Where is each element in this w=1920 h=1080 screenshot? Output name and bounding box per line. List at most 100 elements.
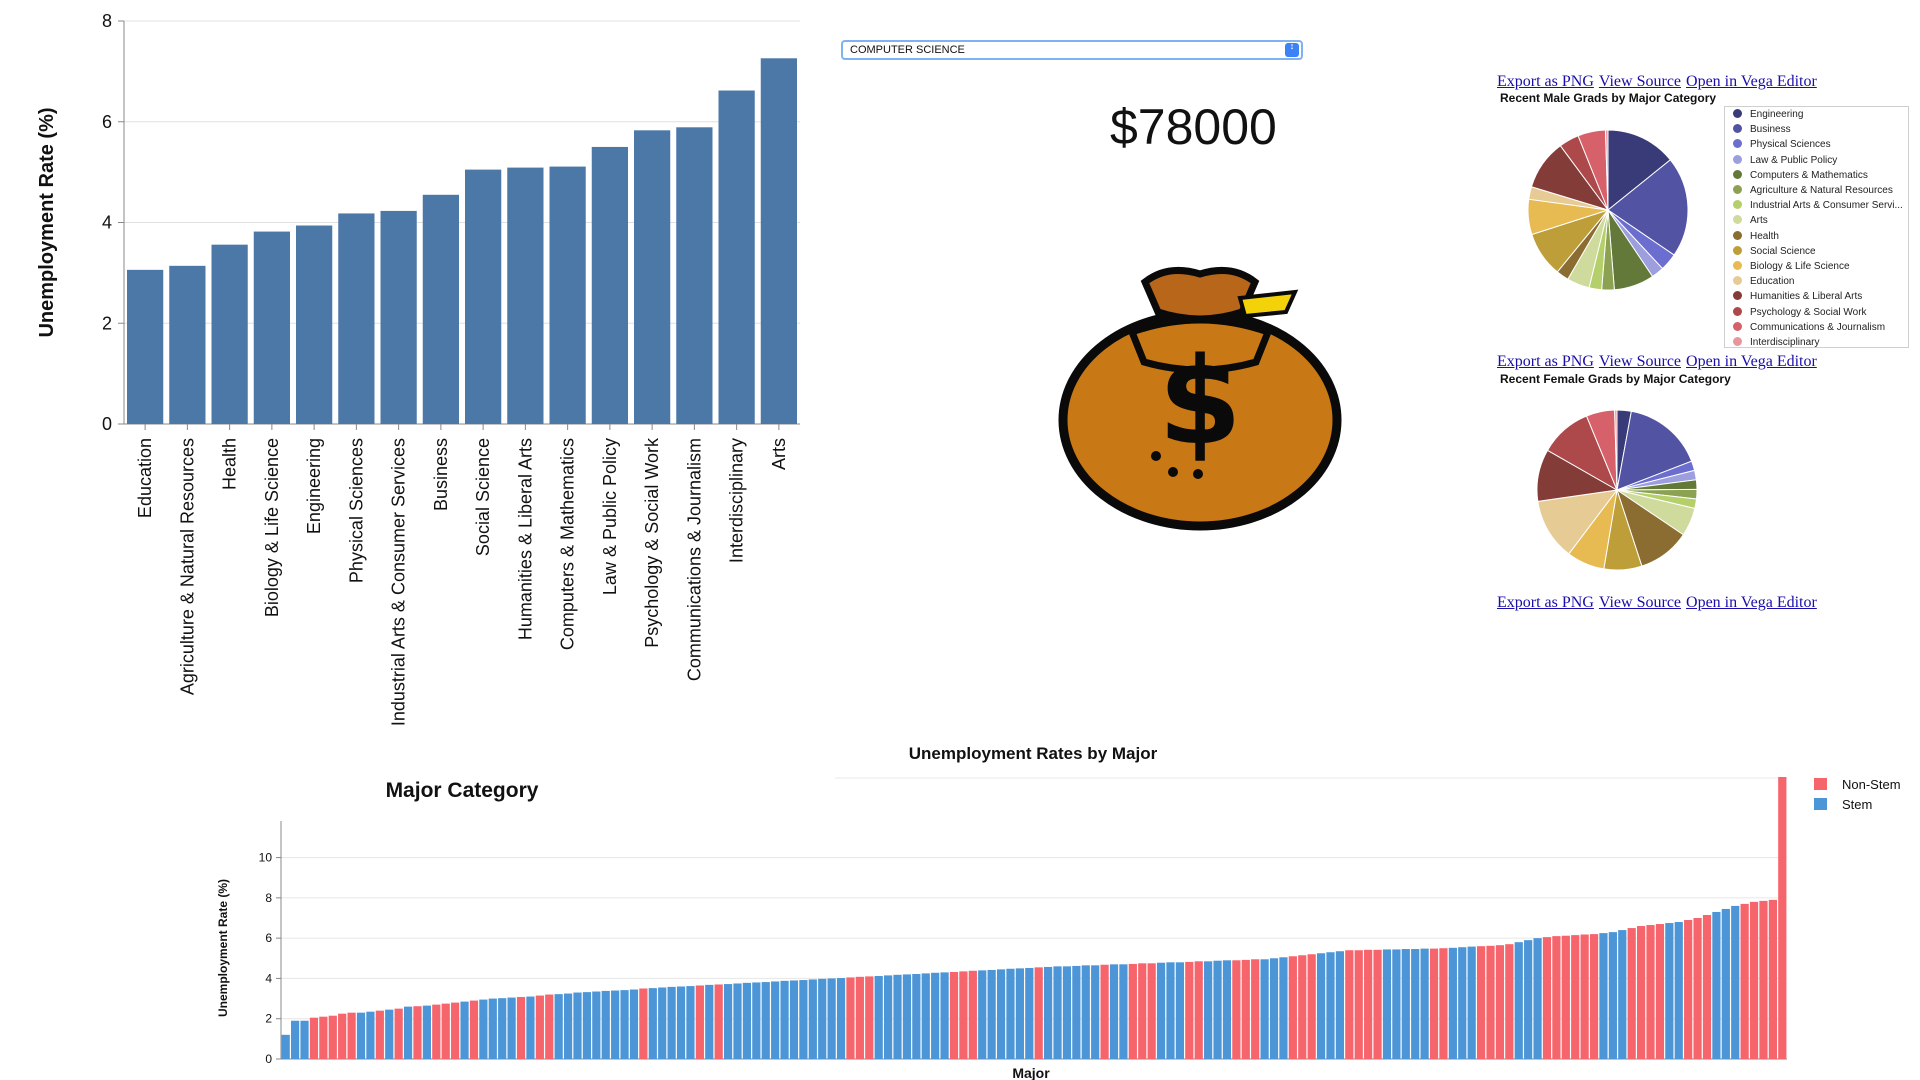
bar [658,987,667,1059]
legend-label: Stem [1842,797,1872,812]
export-png-link[interactable]: Export as PNG [1497,594,1594,611]
bar [723,984,733,1059]
bar [761,982,770,1059]
bar [1778,777,1787,1059]
bar [1364,949,1373,1059]
legend-dot-icon [1733,154,1742,164]
bar [1589,934,1599,1059]
bar [394,1008,403,1059]
export-png-link[interactable]: Export as PNG [1497,353,1594,370]
bar [1288,956,1297,1059]
bar [1702,914,1712,1059]
select-arrows-icon: ↕ [1285,42,1299,57]
bar [591,146,628,424]
y-tick-label: 6 [102,112,112,132]
bar [1269,958,1279,1059]
bar [676,986,686,1059]
bar [1637,926,1646,1059]
legend-item: Humanities & Liberal Arts [1733,291,1862,305]
legend-label: Industrial Arts & Consumer Servi... [1750,200,1903,212]
bar [347,1012,356,1059]
bar [865,976,874,1059]
x-tick-label: Law & Public Policy [600,438,620,595]
view-source-link[interactable]: View Source [1598,594,1682,611]
legend-item: Arts [1733,215,1768,229]
bar [1335,951,1345,1059]
bar [1495,945,1505,1059]
bar [686,986,695,1059]
bar [1307,954,1316,1059]
bar [742,982,752,1059]
svg-text:$: $ [1158,333,1242,472]
open-vega-editor-link[interactable]: Open in Vega Editor [1686,73,1817,90]
legend-label: Humanities & Liberal Arts [1750,291,1863,303]
export-png-link[interactable]: Export as PNG [1497,73,1594,90]
bar [1749,901,1759,1059]
legend-item: Law & Public Policy [1733,154,1838,169]
bar [554,994,563,1059]
y-tick-label: 0 [265,1052,272,1066]
view-source-link[interactable]: View Source [1598,73,1682,90]
x-axis-title: Major Category [386,779,539,802]
male-pie-chart [1528,130,1688,290]
legend-dot-icon [1733,291,1742,301]
bar [1175,962,1184,1059]
bar [639,988,648,1059]
bar [789,980,799,1059]
bar [996,969,1006,1059]
bar [1571,935,1580,1059]
bar [855,976,864,1059]
x-tick-label: Psychology & Social Work [642,437,662,648]
bar [808,979,817,1059]
legend-label: Social Science [1750,245,1816,257]
x-tick-label: Agriculture & Natural Resources [177,438,197,695]
x-tick-label: Engineering [304,438,324,534]
bar [385,1009,394,1059]
major-unemployment-chart: 0 2 4 6 8 10 Unemployment Rates by Major Unempl… [216,744,1901,1080]
legend-dot-icon [1733,306,1742,316]
bar [648,988,657,1059]
legend-item: Education [1733,276,1794,290]
legend-label: Health [1750,230,1779,242]
bar [563,993,573,1059]
bar [309,1017,319,1059]
bar [1081,965,1090,1059]
legend-dot-icon [1733,215,1742,225]
bar [1260,959,1269,1059]
bar [1684,920,1693,1059]
bar [1721,908,1730,1059]
y-axis-title: Unemployment Rate (%) [216,879,230,1017]
bar [1731,905,1740,1059]
legend-label: Biology & Life Science [1750,261,1850,272]
open-vega-editor-link[interactable]: Open in Vega Editor [1686,594,1817,611]
y-tick-label: 4 [265,971,272,985]
bar [507,167,544,424]
bar [1279,957,1288,1059]
x-tick-label: Arts [769,438,789,470]
bar [413,1006,422,1059]
bar [1458,947,1467,1059]
view-source-link[interactable]: View Source [1598,353,1682,370]
bar [507,997,516,1059]
male-chart-links: Export as PNG View Source Open in Vega Edi… [1497,73,1822,91]
bar [291,1020,300,1059]
bar [629,989,639,1059]
legend-label: Law & Public Policy [1750,154,1838,166]
major-select[interactable]: COMPUTER SCIENCE ↕ [841,40,1303,60]
bar [718,90,755,424]
bar [1533,938,1542,1059]
x-axis-title: Major [1012,1065,1050,1080]
x-tick-label: Industrial Arts & Consumer Services [389,438,409,726]
pie-slice [1537,489,1619,555]
female-pie-title: Recent Female Grads by Major Category [1500,372,1731,386]
legend-dot-icon [1733,139,1742,149]
x-tick-label: Biology & Life Science [262,438,282,617]
bar [498,998,507,1059]
bar [1382,949,1392,1059]
legend-item: Biology & Life Science [1733,261,1850,275]
legend-dot-icon [1733,276,1742,286]
y-tick-label: 2 [102,313,112,333]
bar [1053,966,1062,1059]
open-vega-editor-link[interactable]: Open in Vega Editor [1686,353,1817,370]
bar [1524,940,1533,1059]
